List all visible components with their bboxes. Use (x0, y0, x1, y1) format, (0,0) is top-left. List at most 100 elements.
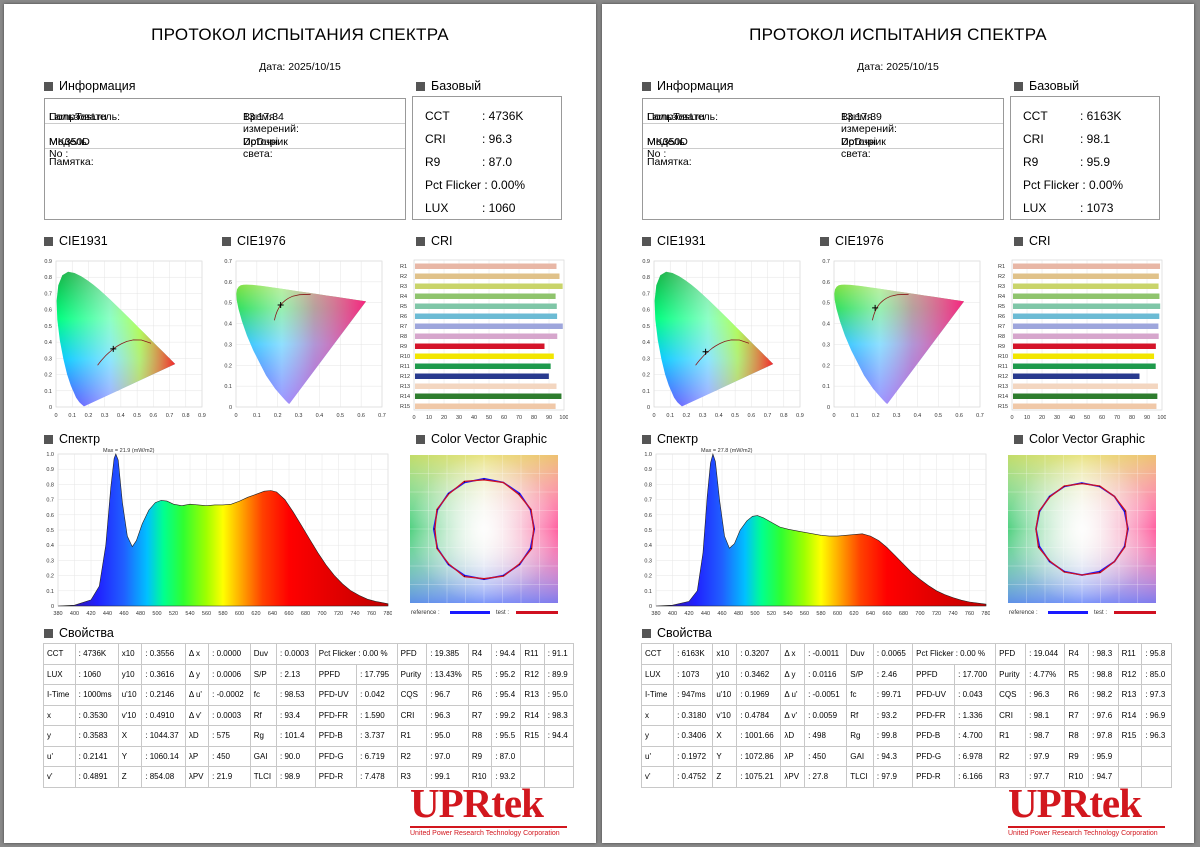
y-tick-label: 0.8 (642, 275, 650, 281)
property-key: Δ v' (184, 704, 210, 726)
property-value: : 0.043 (954, 684, 997, 706)
x-tick-label: 700 (317, 611, 326, 617)
property-value: : 93.4 (276, 704, 316, 726)
info-panel: Пользователь: LampTest.ru Время измерений… (642, 98, 1004, 220)
property-key: Δ v' (780, 704, 806, 726)
y-tick-label: 0.2 (224, 363, 232, 369)
cri-label-r5: R5 (998, 304, 1005, 310)
cri-label-r9: R9 (998, 344, 1005, 350)
property-key: PFD-G (912, 745, 956, 767)
y-tick-label: 0.4 (224, 322, 232, 328)
x-tick-label: 0.6 (955, 413, 963, 419)
legend-reference-label: reference : (411, 610, 440, 616)
y-tick-label: 0.8 (44, 275, 52, 281)
property-key: R6 (1064, 684, 1090, 706)
y-tick-label: 0.9 (44, 259, 52, 265)
properties-row: y: 0.3406 X: 1001.66 λD: 498 Rg: 99.8 PFD-B:… (640, 725, 1172, 747)
y-tick-label: 0.9 (642, 259, 650, 265)
cri-label-r15: R15 (400, 404, 410, 410)
x-tick-label: 70 (1114, 415, 1120, 421)
section-spectrum-heading: Спектр (44, 432, 100, 446)
properties-table: CCT: 6163K x10: 0.3207 Δ x: -0.0011 Duv: 0.… (640, 643, 1172, 788)
section-cvg-heading: Color Vector Graphic (1014, 432, 1145, 446)
property-value: : 0.0000 (208, 643, 251, 665)
property-key: I-Time (43, 684, 76, 706)
property-value: : 19.385 (426, 643, 469, 665)
x-tick-label: 60 (1099, 415, 1105, 421)
property-value: : 0.0003 (276, 643, 316, 665)
basic-lux: LUX: 1060 (425, 201, 516, 215)
x-tick-label: 0 (1010, 415, 1013, 421)
x-tick-label: 0.4 (117, 413, 125, 419)
x-tick-label: 400 (668, 611, 677, 617)
property-key: R15 (520, 725, 545, 747)
property-key: x (640, 704, 675, 726)
spectrum-chart: 380 400 420 440 460 480 500 520 540 560 580 600 620 6… (644, 448, 990, 617)
x-tick-label: 660 (882, 611, 891, 617)
y-tick-label: 0.9 (644, 467, 652, 473)
y-tick-label: 0.5 (46, 528, 54, 534)
x-tick-label: 440 (701, 611, 710, 617)
property-value: : 96.3 (426, 704, 469, 726)
legend-reference-swatch (450, 611, 490, 614)
property-key: Duv (249, 643, 278, 665)
report-date: Дата: 2025/10/15 (259, 61, 341, 73)
property-key: PFD-R (314, 766, 358, 788)
section-cie1931-heading: CIE1931 (642, 234, 706, 248)
y-tick-label: 0.4 (642, 340, 650, 346)
property-value: : 96.7 (426, 684, 469, 706)
x-tick-label: 720 (932, 611, 941, 617)
property-key: Purity (995, 663, 1027, 685)
property-value: : 21.9 (208, 766, 251, 788)
property-value: : 95.9 (1088, 745, 1119, 767)
properties-row: I-Time: 1000ms u'10: 0.2146 Δ u': -0.0002 f… (43, 684, 575, 706)
square-bullet-icon (642, 434, 651, 444)
property-value: : 0.3583 (74, 725, 119, 747)
test-polygon (1035, 482, 1129, 576)
property-value: : 1.590 (356, 704, 398, 726)
property-value: : 99.71 (872, 684, 914, 706)
x-tick-label: 0.7 (378, 413, 386, 419)
x-tick-label: 0.2 (274, 413, 282, 419)
property-key: TLCI (249, 766, 278, 788)
property-key: R4 (1064, 643, 1090, 665)
x-tick-label: 0.3 (699, 413, 707, 419)
y-tick-label: 0.5 (44, 324, 52, 330)
cri-label-r4: R4 (998, 294, 1005, 300)
cri-label-r15: R15 (998, 404, 1008, 410)
cie1976-gamut-overlay (236, 284, 366, 404)
property-key: R15 (1117, 725, 1143, 747)
property-key: Δ y (780, 663, 806, 685)
y-tick-label: 0.4 (644, 543, 652, 549)
section-cvg-heading: Color Vector Graphic (416, 432, 547, 446)
property-key: LUX (640, 663, 675, 685)
x-tick-label: 0.2 (85, 413, 93, 419)
property-value: : 98.2 (1088, 684, 1119, 706)
y-tick-label: 0.9 (46, 467, 54, 473)
property-key: Y (712, 745, 738, 767)
x-tick-label: 440 (103, 611, 112, 617)
x-tick-label: 0.5 (336, 413, 344, 419)
cri-bar-r12 (415, 373, 549, 379)
cri-bar-r7 (415, 323, 563, 329)
y-tick-label: 0.4 (46, 543, 54, 549)
x-tick-label: 460 (119, 611, 128, 617)
x-tick-label: 0.1 (666, 413, 674, 419)
basic-panel: CCT: 4736K CRI: 96.3 R9: 87.0 Pct Flicke… (412, 96, 562, 220)
property-value: : 0.3180 (673, 704, 714, 726)
property-key: Rf (249, 704, 278, 726)
properties-row: v': 0.4752 Z: 1075.21 λPV: 27.8 TLCI: 97.9 P… (640, 766, 1172, 788)
y-tick-label: 0.8 (644, 482, 652, 488)
x-tick-label: 90 (546, 415, 552, 421)
property-key: R11 (1117, 643, 1143, 665)
y-tick-label: 0.6 (644, 513, 652, 519)
property-key: TLCI (846, 766, 874, 788)
property-key: Y (117, 745, 143, 767)
property-value: : 2.13 (276, 663, 316, 685)
property-key: LUX (43, 663, 76, 685)
y-tick-label: 0.2 (822, 363, 830, 369)
cri-bar-r13 (1013, 383, 1158, 389)
cri-label-r2: R2 (998, 274, 1005, 280)
property-key: PPFD (314, 663, 358, 685)
basic-lux: LUX: 1073 (1023, 201, 1114, 215)
